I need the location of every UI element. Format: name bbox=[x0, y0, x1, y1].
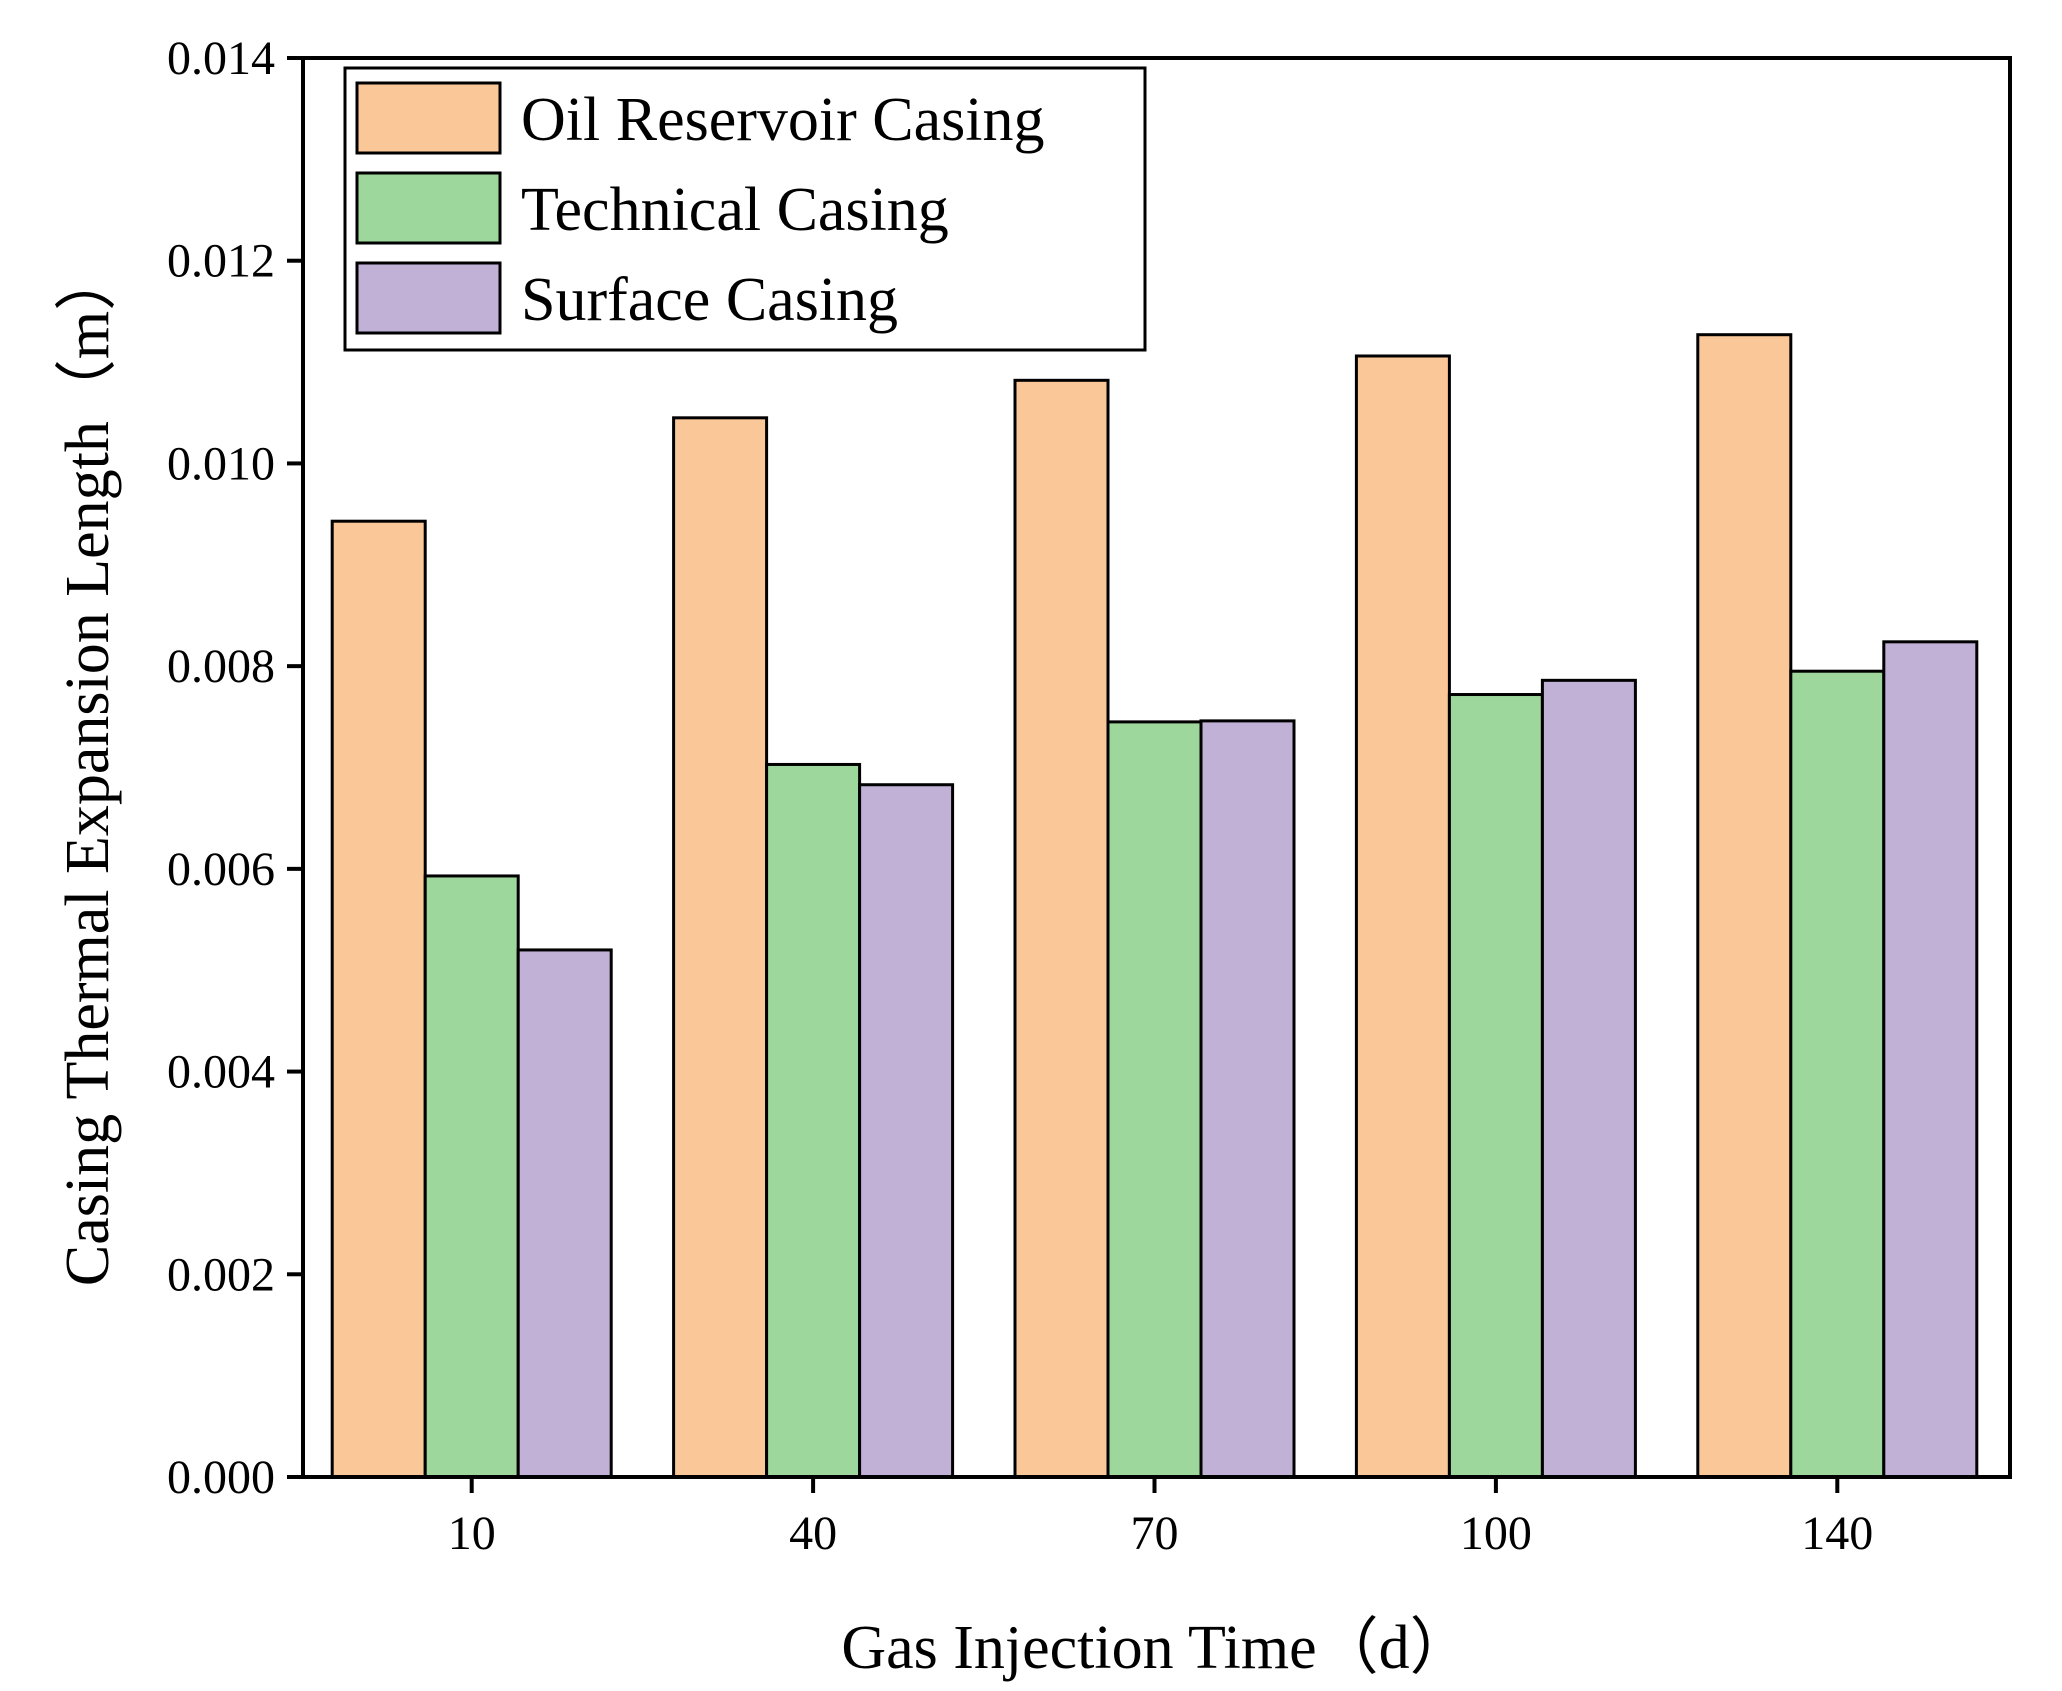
bar-oil-reservoir-casing-100 bbox=[1354, 354, 1451, 1479]
bar-surface-casing-10 bbox=[516, 948, 613, 1479]
y-axis-ticks: 0.000 0.002 0.004 0.006 0.008 0.010 0.012 0.014 bbox=[167, 32, 303, 1504]
bar-technical-casing-10 bbox=[423, 874, 520, 1479]
y-tick-label: 0.014 bbox=[167, 32, 275, 85]
x-axis-ticks: 10 40 70 100 140 bbox=[448, 1477, 1873, 1560]
legend-swatch-technical-casing bbox=[355, 171, 502, 245]
bar-surface-casing-140 bbox=[1882, 640, 1979, 1479]
y-tick-label: 0.010 bbox=[167, 437, 275, 490]
bar-oil-reservoir-casing-40 bbox=[672, 416, 769, 1479]
legend-swatch-surface-casing bbox=[355, 261, 502, 335]
x-tick-label: 40 bbox=[789, 1507, 837, 1560]
x-tick-label: 140 bbox=[1801, 1507, 1873, 1560]
legend-label: Surface Casing bbox=[521, 266, 898, 334]
legend: Oil Reservoir Casing Technical Casing Surf… bbox=[343, 66, 1147, 352]
bar-surface-casing-70 bbox=[1199, 719, 1296, 1479]
x-tick-label: 70 bbox=[1131, 1507, 1179, 1560]
y-tick-label: 0.002 bbox=[167, 1248, 275, 1301]
legend-label: Technical Casing bbox=[521, 176, 949, 244]
y-tick-label: 0.006 bbox=[167, 843, 275, 896]
bar-oil-reservoir-casing-70 bbox=[1013, 378, 1110, 1479]
plot-area-frame bbox=[301, 56, 2012, 1479]
y-tick-label: 0.012 bbox=[167, 235, 275, 288]
bar-technical-casing-140 bbox=[1789, 669, 1886, 1479]
y-axis-title: Casing Thermal Expansion Length（m） bbox=[54, 249, 122, 1286]
bar-surface-casing-100 bbox=[1540, 678, 1637, 1479]
y-tick-label: 0.004 bbox=[167, 1046, 275, 1099]
x-tick-label: 10 bbox=[448, 1507, 496, 1560]
bar-surface-casing-40 bbox=[858, 783, 955, 1479]
y-tick-label: 0.008 bbox=[167, 640, 275, 693]
bars-group bbox=[330, 333, 1979, 1479]
bar-oil-reservoir-casing-10 bbox=[330, 519, 427, 1479]
bar-technical-casing-100 bbox=[1447, 693, 1544, 1479]
legend-swatch-oil-reservoir-casing bbox=[355, 81, 502, 155]
bar-oil-reservoir-casing-140 bbox=[1696, 333, 1793, 1479]
x-axis-title: Gas Injection Time（d） bbox=[841, 1614, 1471, 1682]
x-tick-label: 100 bbox=[1460, 1507, 1532, 1560]
bar-technical-casing-40 bbox=[765, 762, 862, 1479]
y-tick-label: 0.000 bbox=[167, 1451, 275, 1504]
legend-label: Oil Reservoir Casing bbox=[521, 86, 1045, 154]
bar-technical-casing-70 bbox=[1106, 720, 1203, 1479]
